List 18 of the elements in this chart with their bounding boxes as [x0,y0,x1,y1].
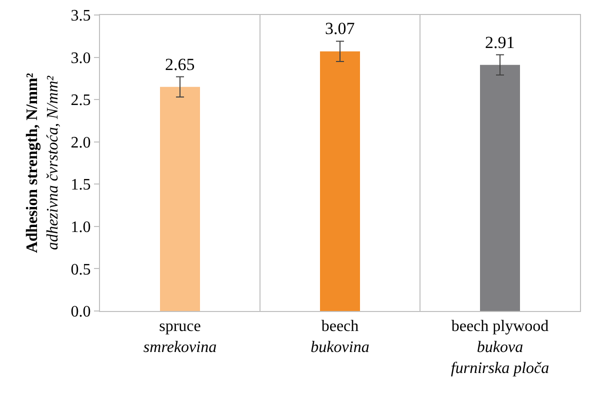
y-tick-label: 0.0 [70,304,91,321]
y-tick-label: 3.0 [70,50,91,67]
y-tick-label: 1.5 [70,176,91,194]
y-tick-label: 2.5 [70,92,91,110]
bar [320,51,360,311]
x-tick-label: beech bukovina [310,318,370,356]
x-tick-label: beech plywood bukova furnirska ploča [450,318,550,377]
y-axis-title: Adhesion strength, N/mm² adhezivna čvrstoća, N/mm² [24,72,62,254]
data-label: 2.91 [485,33,515,52]
bar [480,64,520,311]
bar [160,86,200,311]
data-label: 2.65 [165,55,195,74]
y-tick-label: 3.5 [70,8,91,25]
y-tick-label: 1.0 [70,219,91,236]
data-label: 3.07 [325,19,356,38]
y-tick-label: 2.0 [70,134,91,152]
x-tick-label: spruce smrekovina [143,318,217,356]
y-tick-label: 0.5 [70,261,91,278]
